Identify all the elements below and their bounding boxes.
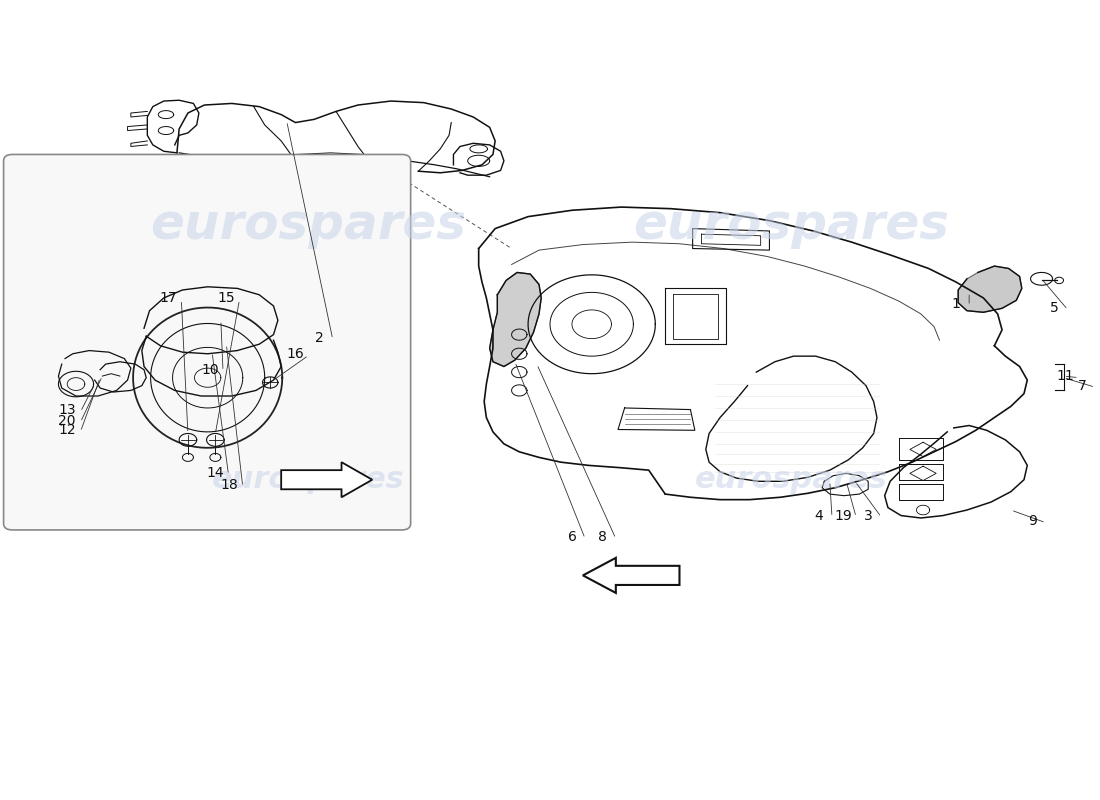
Polygon shape — [958, 266, 1022, 312]
Text: 13: 13 — [58, 403, 76, 418]
Polygon shape — [282, 462, 372, 498]
Text: 16: 16 — [287, 346, 305, 361]
Text: 17: 17 — [160, 291, 177, 305]
Text: 11: 11 — [1057, 369, 1075, 383]
Text: 1: 1 — [952, 298, 960, 311]
Text: 18: 18 — [221, 478, 239, 492]
Text: 5: 5 — [1050, 302, 1059, 315]
Text: eurospares: eurospares — [151, 201, 466, 249]
Polygon shape — [583, 558, 680, 593]
Text: 7: 7 — [1078, 378, 1087, 393]
Text: 8: 8 — [598, 530, 607, 544]
FancyBboxPatch shape — [3, 154, 410, 530]
Text: 12: 12 — [58, 423, 76, 438]
Text: eurospares: eurospares — [634, 201, 949, 249]
Text: eurospares: eurospares — [695, 466, 888, 494]
Polygon shape — [490, 273, 541, 366]
Text: 14: 14 — [207, 466, 224, 480]
Text: 3: 3 — [864, 509, 872, 522]
Text: eurospares: eurospares — [212, 466, 405, 494]
Text: 15: 15 — [218, 291, 235, 305]
Text: 9: 9 — [1028, 514, 1037, 528]
Text: 20: 20 — [58, 414, 76, 428]
Text: 6: 6 — [568, 530, 576, 544]
Text: 10: 10 — [201, 362, 219, 377]
Text: 2: 2 — [316, 331, 324, 345]
Text: 19: 19 — [834, 509, 851, 522]
Text: 4: 4 — [814, 509, 823, 522]
